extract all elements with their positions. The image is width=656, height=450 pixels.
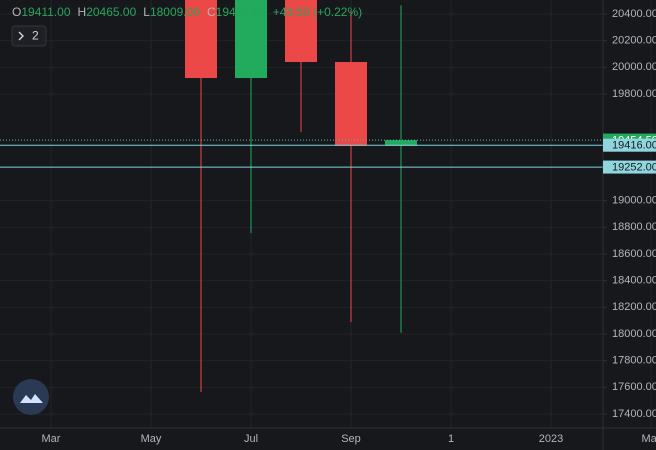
legend-key: H: [78, 5, 87, 19]
y-tick-label: 17800.00: [612, 355, 656, 367]
legend-value: 19411.00: [21, 5, 70, 19]
y-tick-label: 18400.00: [612, 275, 656, 287]
y-tick-label: 20000.00: [612, 61, 656, 73]
x-tick-label: Mar: [42, 433, 61, 445]
x-tick-label: May: [141, 433, 162, 445]
legend-key: L: [143, 5, 150, 19]
series-toggle[interactable]: [11, 25, 47, 47]
y-tick-label: 20200.00: [612, 35, 656, 47]
y-tick-label: 18800.00: [612, 221, 656, 233]
candle-body: [335, 62, 367, 146]
y-tick-label: 18600.00: [612, 248, 656, 260]
candle-body: [385, 140, 417, 146]
x-tick-label: 2023: [539, 433, 563, 445]
x-tick-label: Jul: [244, 433, 258, 445]
ohlc-legend: O 19411.00 H 20465.00 L 18009.00 C 19454.50 +43.…: [12, 5, 362, 19]
y-tick-label: 20400.00: [612, 8, 656, 20]
y-tick-label: 18200.00: [612, 301, 656, 313]
price-label: 19416.00: [612, 140, 656, 152]
y-tick-label: 19800.00: [612, 88, 656, 100]
logo[interactable]: [13, 379, 49, 415]
logo-icon: [20, 394, 43, 403]
price-label-bg: [603, 138, 656, 152]
legend-value: 19454.50: [216, 5, 266, 19]
chevron-icon: [18, 31, 24, 41]
x-tick-label: Sep: [341, 433, 361, 445]
candle-body: [185, 0, 217, 78]
y-tick-label: 17600.00: [612, 381, 656, 393]
legend-key: C: [207, 5, 216, 19]
candle-body: [235, 0, 267, 78]
series-count: 2: [32, 29, 39, 43]
x-tick-label: Mar: [642, 433, 656, 445]
y-tick-label: 18000.00: [612, 328, 656, 340]
legend-change: +43.50 (+0.22%): [273, 5, 362, 19]
y-tick-label: 19000.00: [612, 195, 656, 207]
legend-value: 20465.00: [86, 5, 136, 19]
plot-area: [0, 0, 603, 392]
price-label-bg: [603, 160, 656, 174]
y-tick-label: 17400.00: [612, 408, 656, 420]
legend-key: O: [12, 5, 21, 19]
x-tick-label: 1: [448, 433, 454, 445]
price-label: 19252.00: [612, 161, 656, 173]
axes: 17400.00 17600.00 17800.00 18000.00 18200.00…: [42, 8, 656, 445]
legend-value: 18009.00: [150, 5, 200, 19]
candle-body: [285, 0, 317, 62]
